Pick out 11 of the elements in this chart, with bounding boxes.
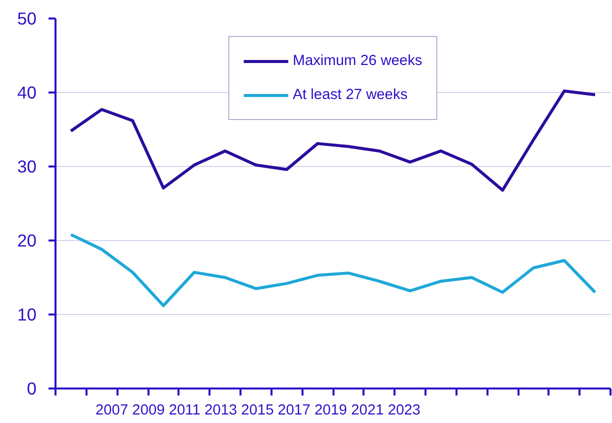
legend-label: Maximum 26 weeks [292, 53, 422, 69]
y-tick-label: 20 [17, 230, 37, 250]
y-tick-label: 10 [17, 304, 37, 324]
text: 2007 2009 2011 2013 2015 2017 2019 2021 2023 [96, 402, 420, 418]
y-tick-label: 50 [17, 8, 37, 28]
y-tick-label: 40 [17, 82, 37, 102]
y-tick-label: 30 [17, 156, 37, 176]
y-tick-label: 0 [26, 378, 37, 398]
line-series [69, 90, 597, 192]
line-series [69, 233, 597, 308]
legend-label: At least 27 weeks [292, 87, 408, 103]
